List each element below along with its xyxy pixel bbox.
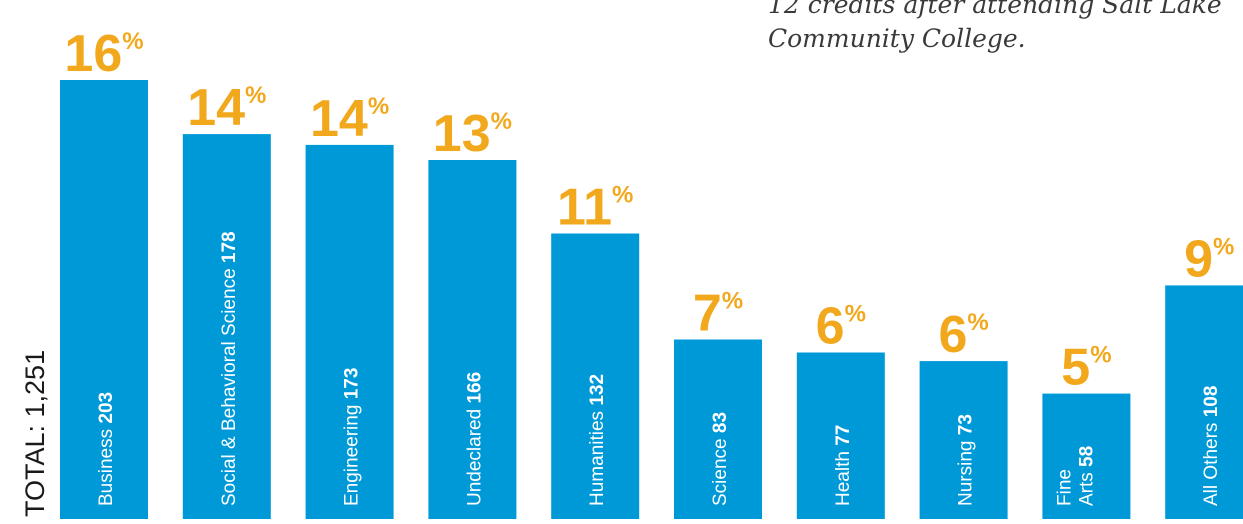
bar-all-others xyxy=(1165,285,1243,519)
category-name: Business xyxy=(96,429,117,506)
note-line-1: 12 credits after attending Salt Lake xyxy=(768,0,1222,19)
percent-label-all-others: 9% xyxy=(1184,230,1234,288)
bar-science xyxy=(674,339,762,519)
category-label-fine-arts-line-2: Arts 58 xyxy=(1076,446,1097,506)
count-value-social-behavioral-science: 178 xyxy=(219,231,240,268)
percent-value: 6 xyxy=(816,298,845,356)
count-value-engineering: 173 xyxy=(342,368,363,405)
category-label-health: Health 77 xyxy=(833,425,854,506)
category-name: Undeclared xyxy=(464,409,485,506)
category-name: Humanities xyxy=(587,411,608,506)
percent-value: 7 xyxy=(693,285,722,343)
category-name: All Others xyxy=(1201,423,1222,506)
percent-label-fine-arts: 5% xyxy=(1061,339,1111,397)
bar-undeclared xyxy=(428,160,517,519)
percent-sign: % xyxy=(368,93,389,120)
percent-value: 13 xyxy=(433,105,491,163)
percent-value: 14 xyxy=(310,90,368,148)
percent-label-health: 6% xyxy=(816,298,866,356)
percent-value: 14 xyxy=(187,79,245,137)
percent-label-undeclared: 13% xyxy=(433,105,512,163)
category-name: Health xyxy=(833,451,854,506)
bar-health xyxy=(796,352,885,519)
percent-label-humanities: 11% xyxy=(557,179,633,237)
count-value-science: 83 xyxy=(710,412,731,438)
bar-nursing xyxy=(919,361,1008,519)
category-name: Nursing xyxy=(956,441,977,506)
category-label-nursing: Nursing 73 xyxy=(956,414,977,506)
bar-humanities xyxy=(551,233,640,519)
category-label-fine-arts-line-1: Fine xyxy=(1054,469,1075,506)
percent-label-nursing: 6% xyxy=(938,306,988,364)
category-label-all-others: All Others 108 xyxy=(1201,386,1222,506)
category-label-humanities: Humanities 132 xyxy=(587,374,608,506)
category-label-business: Business 203 xyxy=(96,392,117,506)
category-name: Arts xyxy=(1076,472,1097,506)
percent-value: 6 xyxy=(938,306,967,364)
category-label-engineering: Engineering 173 xyxy=(342,368,363,506)
category-label-undeclared: Undeclared 166 xyxy=(464,372,485,506)
count-value-all-others: 108 xyxy=(1201,386,1222,423)
percent-label-business: 16% xyxy=(64,25,143,83)
count-value-business: 203 xyxy=(96,392,117,429)
category-name: Science xyxy=(710,438,731,506)
bar-fine-arts xyxy=(1042,393,1131,519)
percent-sign: % xyxy=(491,108,512,135)
bar-engineering xyxy=(305,144,394,519)
chart-note: 12 credits after attending Salt Lake Com… xyxy=(768,0,1238,56)
percent-sign: % xyxy=(845,301,866,328)
category-name: Fine xyxy=(1054,469,1075,506)
category-label-science: Science 83 xyxy=(710,412,731,506)
percent-value: 5 xyxy=(1061,339,1090,397)
percent-sign: % xyxy=(122,28,143,55)
count-value-health: 77 xyxy=(833,425,854,451)
percent-sign: % xyxy=(1213,233,1234,260)
category-label-social-behavioral-science: Social & Behavioral Science 178 xyxy=(219,231,240,506)
bar-business xyxy=(60,80,148,519)
count-value-fine-arts: 58 xyxy=(1076,446,1097,472)
category-name: Engineering xyxy=(342,405,363,506)
count-value-nursing: 73 xyxy=(956,414,977,440)
percent-value: 16 xyxy=(64,25,122,83)
percent-label-science: 7% xyxy=(693,285,743,343)
percent-label-social-behavioral-science: 14% xyxy=(187,79,266,137)
percent-value: 11 xyxy=(557,179,612,237)
percent-sign: % xyxy=(612,182,633,209)
percent-sign: % xyxy=(722,288,743,315)
percent-sign: % xyxy=(967,309,988,336)
total-label: TOTAL: 1,251 xyxy=(20,350,50,517)
category-name: Social & Behavioral Science xyxy=(219,268,240,506)
percent-label-engineering: 14% xyxy=(310,90,389,148)
percent-sign: % xyxy=(1090,342,1111,369)
note-line-2: Community College. xyxy=(768,24,1026,53)
bar-social-behavioral-science xyxy=(182,134,271,519)
percent-value: 9 xyxy=(1184,230,1213,288)
count-value-humanities: 132 xyxy=(587,374,608,411)
count-value-undeclared: 166 xyxy=(464,372,485,409)
percent-sign: % xyxy=(245,82,266,109)
